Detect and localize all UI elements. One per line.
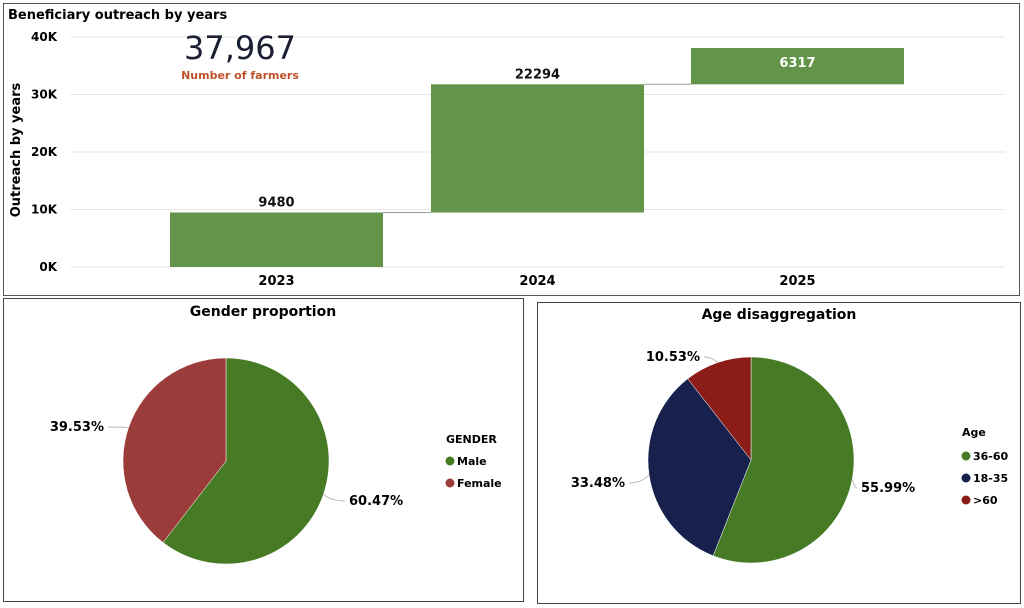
legend-marker (445, 456, 455, 466)
x-tick-label: 2023 (258, 274, 294, 289)
age-title: Age disaggregation (702, 307, 857, 323)
leader-line (323, 493, 346, 502)
pie-data-label: 33.48% (571, 476, 625, 491)
legend-item->60[interactable]: >60 (973, 494, 998, 507)
pie-slice-36-60 (712, 356, 855, 564)
legend-item-Male[interactable]: Male (457, 455, 487, 468)
pie-slice-Female (122, 357, 227, 543)
leader-line (628, 474, 650, 484)
y-tick-label: 40K (31, 30, 58, 44)
age-panel (537, 302, 1021, 604)
gender-title: Gender proportion (190, 304, 336, 320)
y-tick-label: 10K (31, 203, 58, 217)
legend-item-36-60[interactable]: 36-60 (973, 450, 1009, 463)
leader-line (851, 479, 858, 489)
pie-data-label: 60.47% (349, 494, 403, 509)
pie-slice->60 (687, 356, 752, 461)
legend-item-Female[interactable]: Female (457, 477, 502, 490)
y-axis-label: Outreach by years (9, 82, 24, 217)
x-tick-label: 2025 (779, 274, 815, 289)
gender-legend-title: GENDER (446, 433, 497, 446)
pie-data-label: 39.53% (50, 420, 104, 435)
bar-2024 (431, 84, 644, 213)
pie-data-label: 55.99% (861, 481, 915, 496)
legend-item-18-35[interactable]: 18-35 (973, 472, 1008, 485)
leader-line (703, 356, 718, 363)
chart-title: Beneficiary outreach by years (8, 8, 227, 23)
bar-2025 (691, 47, 904, 85)
y-tick-label: 30K (31, 88, 58, 102)
data-label: 6317 (779, 56, 815, 71)
data-label: 22294 (515, 67, 560, 82)
kpi-label: Number of farmers (181, 69, 299, 82)
leader-line (107, 426, 129, 429)
legend-marker (961, 451, 971, 461)
y-tick-label: 20K (31, 145, 58, 159)
outreach-panel (3, 3, 1020, 296)
pie-slice-Male (162, 357, 330, 565)
pie-data-label: 10.53% (646, 350, 700, 365)
gender-panel (3, 298, 524, 602)
legend-marker (445, 478, 455, 488)
legend-marker (961, 473, 971, 483)
bar-2023 (170, 212, 383, 267)
x-tick-label: 2024 (519, 274, 555, 289)
age-legend-title: Age (962, 426, 986, 439)
kpi-value: 37,967 (184, 29, 296, 67)
data-label: 9480 (258, 195, 294, 210)
legend-marker (961, 495, 971, 505)
y-tick-label: 0K (39, 260, 57, 274)
